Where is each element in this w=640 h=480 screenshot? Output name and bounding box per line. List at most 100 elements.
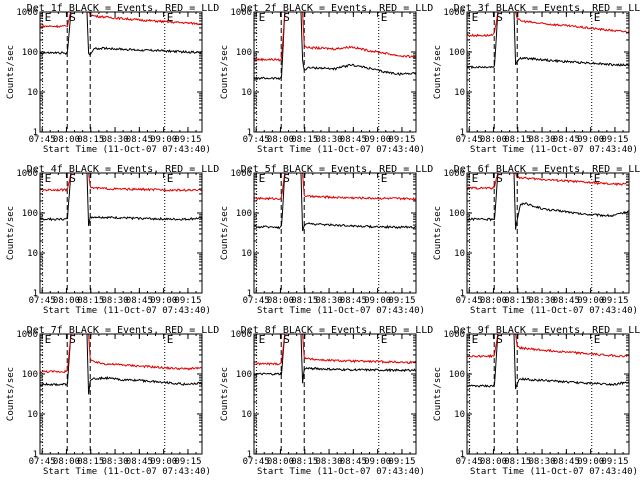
events-series-line	[254, 12, 416, 81]
x-tick-label: 08:00	[267, 135, 294, 145]
marker-label-4: E	[167, 11, 174, 24]
lld-series-line	[254, 12, 416, 62]
y-tick-label: 100	[449, 370, 465, 380]
plot-content	[254, 12, 416, 132]
x-tick-label: 08:45	[340, 135, 367, 145]
x-tick-label: 08:30	[529, 296, 556, 306]
y-axis-label: Counts/sec	[6, 45, 16, 99]
x-tick-label: 09:00	[364, 457, 391, 467]
x-tick-label: 08:00	[480, 296, 507, 306]
y-tick-label: 100	[22, 48, 38, 58]
x-tick-label: 09:15	[174, 135, 201, 145]
y-tick-label: 1000	[443, 169, 465, 179]
y-axis-label: Counts/sec	[433, 206, 443, 260]
x-tick-label: 08:00	[480, 135, 507, 145]
x-tick-label: 08:15	[77, 135, 104, 145]
y-tick-label: 1000	[16, 169, 38, 179]
x-tick-label: 08:45	[126, 457, 153, 467]
x-axis-label: Start Time (11-Oct-07 07:43:40)	[470, 306, 638, 316]
x-tick-label: 08:45	[126, 135, 153, 145]
x-tick-label: 08:30	[102, 296, 129, 306]
y-axis-label: Counts/sec	[220, 206, 230, 260]
y-axis-label: Counts/sec	[6, 367, 16, 421]
marker-label-2: S	[496, 172, 503, 185]
marker-label-1: E	[259, 11, 266, 24]
panel-title: Det 4f BLACK = Events, RED = LLD	[27, 164, 220, 175]
marker-label-1: E	[472, 333, 479, 346]
marker-label-1: E	[472, 11, 479, 24]
x-tick-label: 08:30	[316, 135, 343, 145]
x-axis-label: Start Time (11-Oct-07 07:43:40)	[43, 467, 211, 477]
lld-series-line	[40, 12, 202, 29]
x-tick-label: 08:15	[77, 296, 104, 306]
x-tick-label: 08:00	[267, 296, 294, 306]
x-tick-label: 08:30	[102, 457, 129, 467]
y-tick-label: 10	[454, 249, 465, 259]
x-tick-label: 07:45	[29, 296, 56, 306]
x-tick-label: 08:00	[53, 457, 80, 467]
marker-label-1: E	[259, 333, 266, 346]
x-tick-label: 08:15	[504, 296, 531, 306]
x-tick-label: 07:45	[456, 135, 483, 145]
y-tick-label: 10	[454, 88, 465, 98]
x-tick-label: 07:45	[243, 296, 270, 306]
y-tick-label: 1000	[16, 330, 38, 340]
y-tick-label: 1000	[230, 8, 252, 18]
y-tick-label: 1000	[443, 330, 465, 340]
marker-label-4: E	[594, 333, 601, 346]
plot-frame	[39, 11, 203, 133]
y-axis-label: Counts/sec	[433, 45, 443, 99]
x-tick-label: 07:45	[29, 457, 56, 467]
marker-label-1: E	[259, 172, 266, 185]
y-tick-label: 10	[241, 249, 252, 259]
x-axis-label: Start Time (11-Oct-07 07:43:40)	[257, 306, 425, 316]
lld-series-line	[40, 173, 202, 193]
x-tick-label: 08:15	[504, 457, 531, 467]
marker-label-1: E	[45, 172, 52, 185]
x-tick-label: 08:15	[504, 135, 531, 145]
events-series-line	[467, 173, 629, 230]
y-tick-label: 1	[247, 450, 252, 460]
x-tick-label: 07:45	[456, 296, 483, 306]
marker-label-1: E	[45, 11, 52, 24]
plot-frame	[466, 11, 630, 133]
y-axis-label: Counts/sec	[6, 206, 16, 260]
x-tick-label: 07:45	[29, 135, 56, 145]
panel-title: Det 1f BLACK = Events, RED = LLD	[27, 3, 220, 14]
plot-frame	[253, 172, 417, 294]
y-tick-label: 1	[33, 128, 38, 138]
x-tick-label: 09:00	[577, 135, 604, 145]
x-tick-label: 07:45	[243, 457, 270, 467]
y-tick-label: 10	[241, 88, 252, 98]
y-tick-label: 1000	[443, 8, 465, 18]
marker-label-2: S	[69, 11, 76, 24]
lld-series-line	[467, 173, 629, 191]
y-tick-label: 1	[247, 128, 252, 138]
y-tick-label: 10	[454, 410, 465, 420]
marker-label-4: E	[381, 333, 388, 346]
y-tick-label: 1	[460, 450, 465, 460]
events-series-line	[40, 173, 202, 227]
plot-content	[254, 173, 416, 293]
y-tick-label: 100	[236, 370, 252, 380]
events-series-line	[40, 334, 202, 395]
x-tick-label: 08:00	[267, 457, 294, 467]
x-axis-label: Start Time (11-Oct-07 07:43:40)	[257, 145, 425, 155]
marker-label-2: S	[496, 11, 503, 24]
x-tick-label: 08:30	[316, 296, 343, 306]
x-tick-label: 08:45	[340, 296, 367, 306]
plot-frame	[253, 333, 417, 455]
marker-label-2: S	[283, 11, 290, 24]
plot-frame	[466, 333, 630, 455]
marker-label-4: E	[381, 11, 388, 24]
x-tick-label: 09:15	[601, 296, 628, 306]
panel-title: Det 7f BLACK = Events, RED = LLD	[27, 325, 220, 336]
x-tick-label: 08:15	[77, 457, 104, 467]
plot-frame	[466, 172, 630, 294]
lld-series-line	[254, 334, 416, 366]
x-tick-label: 09:15	[601, 135, 628, 145]
